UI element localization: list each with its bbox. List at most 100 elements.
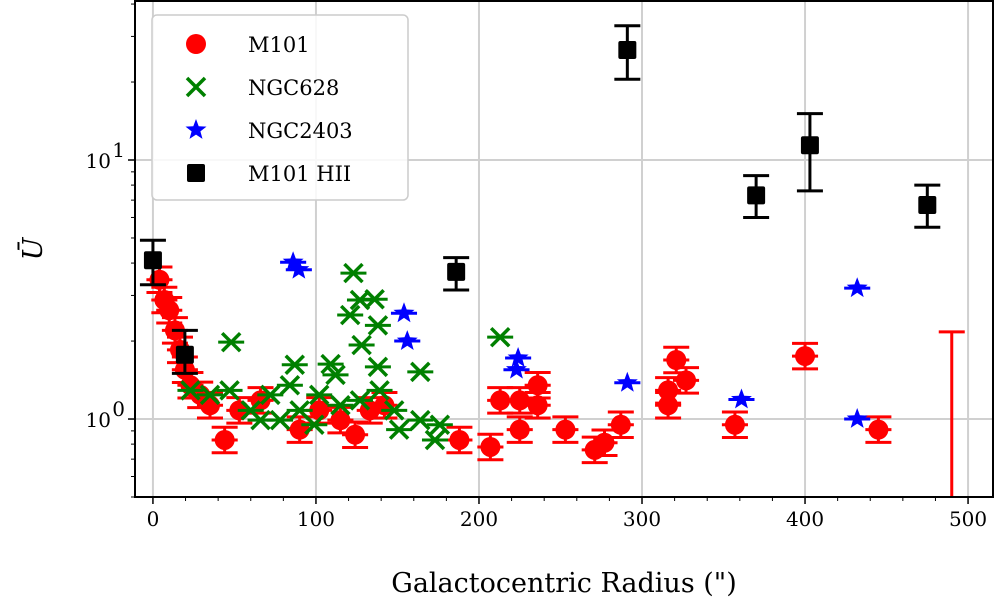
legend-entry: M101 HII <box>187 162 351 186</box>
data-point <box>280 251 307 272</box>
circle-marker <box>509 419 530 440</box>
legend: M101 NGC628 NGC2403 M101 HII <box>151 14 409 201</box>
legend-square-icon <box>187 164 205 182</box>
x-marker <box>421 429 448 451</box>
square-marker <box>747 186 766 205</box>
data-point <box>364 315 391 336</box>
x-marker <box>407 409 434 431</box>
star-marker <box>288 258 310 279</box>
square-marker <box>800 136 819 155</box>
legend-entry: M101 <box>186 33 310 57</box>
data-point <box>322 364 349 386</box>
data-point <box>607 410 634 440</box>
legend-label: M101 HII <box>248 162 351 186</box>
data-point <box>348 334 375 356</box>
data-point <box>276 375 303 396</box>
data-point <box>728 388 755 409</box>
data-point <box>844 277 871 298</box>
x-marker <box>346 390 373 411</box>
x-marker <box>386 419 413 440</box>
x-marker <box>216 380 243 401</box>
x-marker <box>364 356 391 378</box>
data-point <box>791 341 819 371</box>
circle-marker <box>309 400 330 421</box>
circle-marker <box>480 436 501 457</box>
x-marker <box>196 384 223 406</box>
x-marker <box>247 409 274 431</box>
legend-label: M101 <box>248 33 310 57</box>
square-marker <box>143 251 162 270</box>
legend-star-icon <box>185 119 207 139</box>
x-marker <box>340 262 367 284</box>
circle-marker <box>330 410 351 431</box>
legend-x-icon <box>185 76 207 98</box>
data-point <box>477 432 504 462</box>
circle-marker <box>527 375 548 396</box>
data-point <box>672 366 700 395</box>
data-point <box>364 356 391 378</box>
data-point <box>426 414 453 436</box>
x-marker <box>381 400 408 421</box>
data-point <box>552 415 579 444</box>
y-tick-exponent: 0 <box>112 397 125 421</box>
x-tick-label: 400 <box>786 507 824 531</box>
data-point <box>487 326 514 348</box>
star-marker <box>282 251 304 272</box>
circle-marker <box>676 370 697 391</box>
data-point <box>211 425 238 455</box>
series-ngc2403 <box>280 251 871 428</box>
x-tick-label: 0 <box>147 507 160 531</box>
data-point <box>443 256 470 292</box>
data-point <box>216 380 243 401</box>
data-point <box>327 395 354 416</box>
x-marker <box>361 289 388 310</box>
data-point <box>743 174 770 219</box>
star-marker <box>506 358 527 379</box>
data-point <box>938 330 965 497</box>
data-point <box>614 371 641 392</box>
circle-marker <box>795 346 816 367</box>
data-point <box>407 409 434 431</box>
x-marker <box>257 384 284 406</box>
data-point <box>503 358 530 379</box>
data-point <box>247 409 274 431</box>
data-point <box>366 380 393 401</box>
square-marker <box>175 345 194 364</box>
y-tick-exponent: 1 <box>112 138 125 162</box>
x-marker <box>364 315 391 336</box>
circle-marker <box>199 395 220 416</box>
x-marker <box>366 380 393 401</box>
circle-marker <box>159 300 180 321</box>
star-marker <box>846 408 868 428</box>
x-marker <box>317 353 344 375</box>
circle-marker <box>594 432 615 453</box>
data-point <box>257 384 284 406</box>
data-point <box>340 262 367 284</box>
legend-label: NGC2403 <box>248 119 353 143</box>
circle-marker <box>868 419 889 440</box>
data-point <box>407 361 434 383</box>
circle-marker <box>610 414 631 435</box>
circle-marker <box>555 419 576 440</box>
data-point <box>386 419 413 440</box>
square-marker <box>918 196 937 215</box>
data-point <box>390 302 418 323</box>
star-marker <box>846 277 868 298</box>
data-point <box>865 415 892 444</box>
star-marker <box>393 302 415 323</box>
x-marker <box>426 414 453 436</box>
data-point <box>394 330 421 350</box>
plot-frame <box>134 0 994 498</box>
legend-entry: NGC628 <box>185 76 339 100</box>
x-tick-label: 300 <box>623 507 661 531</box>
x-marker <box>281 354 308 375</box>
x-marker <box>301 414 328 436</box>
data-point <box>317 353 344 375</box>
y-tick-label: 10 <box>86 149 111 173</box>
square-marker <box>447 262 466 281</box>
x-marker <box>337 304 364 326</box>
data-point <box>196 384 223 406</box>
data-point <box>421 429 448 451</box>
data-point <box>914 183 941 229</box>
